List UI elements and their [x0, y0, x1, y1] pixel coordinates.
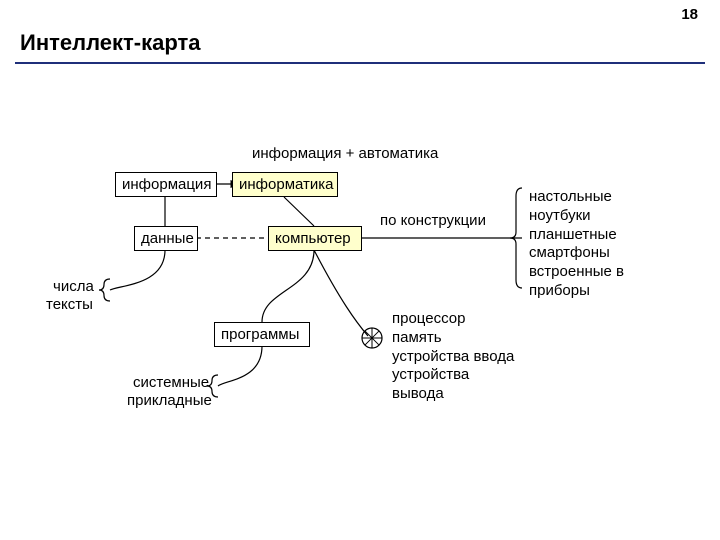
- mindmap-diagram: информация информатика данные компьютер прог…: [0, 90, 720, 540]
- annotation: информация + автоматика: [252, 145, 438, 162]
- label-sistemnye: системные: [133, 374, 209, 391]
- list-komponenty: процессорпамятьустройства вводаустройств…: [392, 310, 514, 404]
- page-title: Интеллект-карта: [20, 30, 201, 56]
- label-po_konstruktsii: по конструкции: [380, 212, 486, 229]
- node-informatika: информатика: [232, 172, 338, 197]
- title-underline: [15, 62, 705, 64]
- node-informatsiya: информация: [115, 172, 217, 197]
- page-number: 18: [681, 6, 698, 23]
- list-konstruktsiya: настольныеноутбукипланшетныесмартфонывст…: [529, 188, 624, 301]
- label-chisla: числа: [53, 278, 94, 295]
- node-programmy: программы: [214, 322, 310, 347]
- label-prikladnye: прикладные: [127, 392, 212, 409]
- node-kompyuter: компьютер: [268, 226, 362, 251]
- label-teksty: тексты: [46, 296, 93, 313]
- node-dannye: данные: [134, 226, 198, 251]
